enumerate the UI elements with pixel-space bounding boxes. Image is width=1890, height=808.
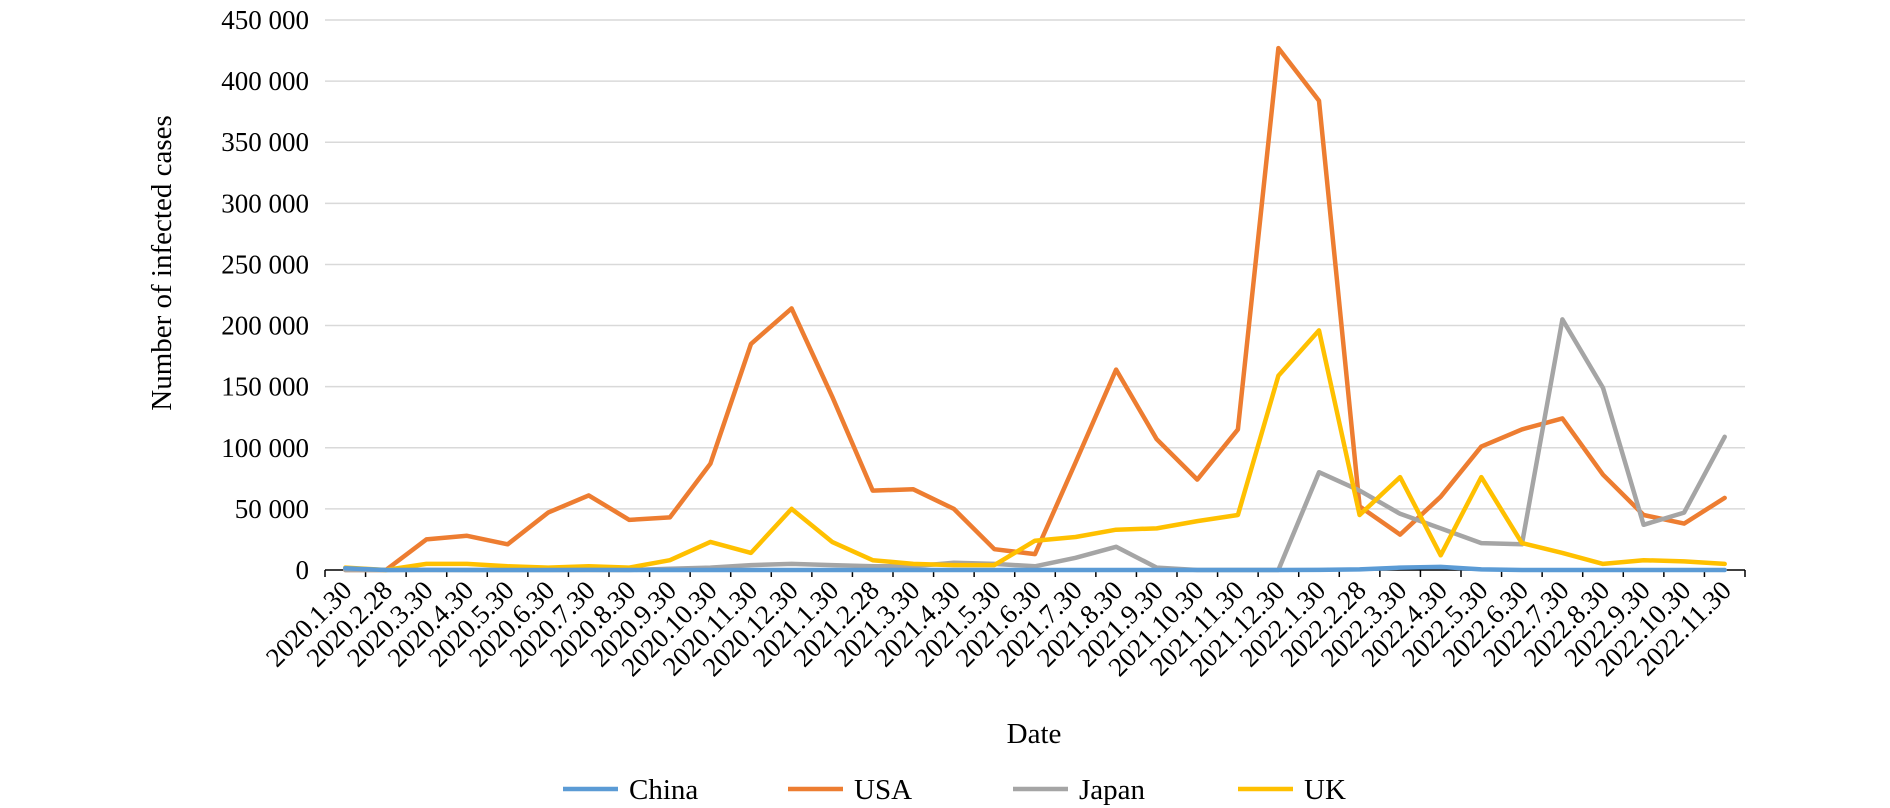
series-lines <box>343 45 1727 573</box>
series-line-usa <box>343 45 1727 573</box>
y-tick-label: 50 000 <box>235 494 309 524</box>
y-tick-label: 250 000 <box>221 249 309 279</box>
y-tick-label: 300 000 <box>221 188 309 218</box>
y-axis-ticks: 0 50 000 100 000 150 000 200 000 250 000 300 0… <box>221 5 309 585</box>
legend: China USA Japan UK <box>563 774 1346 806</box>
legend-label: Japan <box>1079 774 1146 806</box>
y-tick-label: 350 000 <box>221 127 309 157</box>
x-axis-ticks: 2020.1.302020.2.282020.3.302020.4.302020… <box>260 575 1737 682</box>
gridlines <box>325 19 1745 510</box>
legend-label: USA <box>854 774 912 806</box>
y-tick-label: 450 000 <box>221 5 309 35</box>
y-tick-label: 100 000 <box>221 433 309 463</box>
y-axis-title: Number of infected cases <box>146 115 178 411</box>
y-tick-label: 200 000 <box>221 311 309 341</box>
legend-label: UK <box>1304 774 1346 806</box>
y-tick-label: 400 000 <box>221 66 309 96</box>
series-line-china <box>343 564 1727 573</box>
y-tick-label: 150 000 <box>221 372 309 402</box>
x-axis-title: Date <box>1007 718 1062 750</box>
series-line-uk <box>343 328 1727 573</box>
y-tick-label: 0 <box>296 555 310 585</box>
legend-label: China <box>629 774 698 806</box>
